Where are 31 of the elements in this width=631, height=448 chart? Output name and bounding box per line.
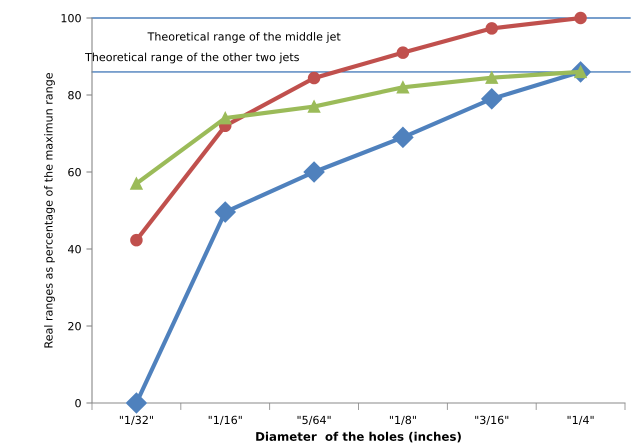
point xyxy=(481,88,502,110)
point xyxy=(574,12,587,24)
y-tick-label: 80 xyxy=(68,90,81,100)
y-tick-label: 60 xyxy=(68,168,81,176)
x-axis-title: Diameter of the holes (inches) xyxy=(256,432,461,442)
point xyxy=(308,100,320,113)
ref-line-label: Theoretical range of the other two jets xyxy=(85,52,299,64)
point xyxy=(486,71,498,84)
x-tick-label: "3/16" xyxy=(475,416,508,425)
x-tick-label: "1/4" xyxy=(568,416,594,425)
point xyxy=(396,81,410,94)
x-tick-label: "1/16" xyxy=(208,416,242,425)
x-tick-label: "1/32" xyxy=(120,416,153,425)
y-tick-label: 0 xyxy=(75,398,81,408)
y-tick-label: 100 xyxy=(62,14,81,22)
point xyxy=(130,177,143,190)
point xyxy=(130,234,143,246)
point xyxy=(126,392,147,414)
y-tick-label: 20 xyxy=(68,322,81,330)
ref-line-label: Theoretical range of the middle jet xyxy=(148,32,340,43)
point xyxy=(304,161,325,183)
point xyxy=(486,22,498,35)
point xyxy=(214,202,236,223)
y-tick-label: 40 xyxy=(68,244,81,254)
point xyxy=(219,112,232,124)
point xyxy=(308,72,320,84)
point xyxy=(396,46,410,59)
x-tick-label: "5/64" xyxy=(298,416,331,425)
y-axis-title: Real ranges as percentage of the maximun range xyxy=(44,73,55,348)
point xyxy=(392,126,414,148)
x-tick-label: "1/8" xyxy=(390,416,416,425)
